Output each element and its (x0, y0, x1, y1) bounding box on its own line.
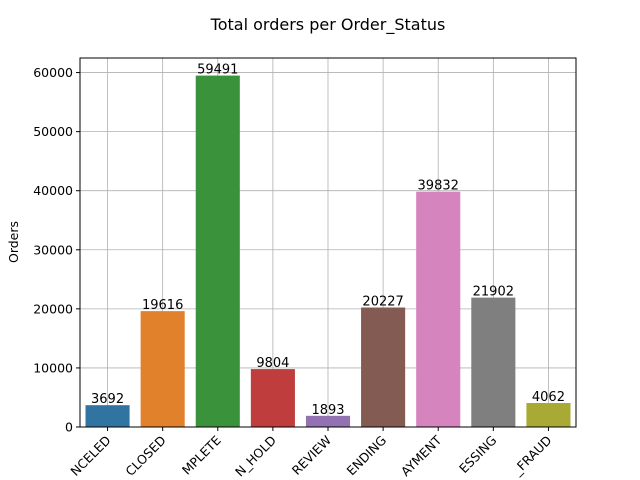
bars (85, 75, 571, 427)
bar-ayment (416, 191, 461, 427)
data-label: 4062 (532, 390, 565, 405)
y-tick-label: 40000 (33, 183, 73, 198)
y-tick-label: 30000 (33, 242, 73, 257)
data-label: 59491 (197, 63, 238, 78)
data-labels: 3692 19616 59491 9804 1893 20227 39832 21902 406… (91, 63, 565, 418)
chart-title: Total orders per Order_Status (210, 15, 446, 35)
x-tick-label: AYMENT (398, 432, 445, 479)
x-tick-label: ENDING (344, 433, 390, 479)
bar-n-hold (250, 369, 295, 427)
bar-nceled (85, 405, 130, 427)
bar-ending (361, 307, 406, 427)
y-tick-label: 0 (65, 420, 73, 435)
bar-mplete (195, 75, 240, 427)
bar-closed (140, 311, 185, 427)
data-label: 9804 (256, 356, 289, 371)
x-tick-label: REVIEW (289, 433, 334, 478)
x-tick-label: NCELED (67, 433, 113, 479)
data-label: 1893 (311, 403, 344, 418)
data-label: 39832 (418, 179, 459, 194)
x-tick-label: N_HOLD (232, 433, 279, 480)
y-axis-ticks: 0 10000 20000 30000 40000 50000 60000 (33, 65, 80, 435)
y-axis-label: Orders (6, 221, 21, 263)
data-label: 21902 (473, 285, 514, 300)
bar--fraud (526, 403, 571, 427)
x-axis-ticks: NCELED CLOSED MPLETE N_HOLD REVIEW ENDING AYME… (67, 427, 555, 480)
data-label: 19616 (142, 298, 183, 313)
data-label: 3692 (91, 392, 124, 407)
x-tick-label: _FRAUD (509, 433, 555, 479)
y-tick-label: 50000 (33, 124, 73, 139)
x-tick-label: CLOSED (122, 433, 168, 479)
bar-review (305, 415, 351, 427)
x-tick-label: MPLETE (179, 432, 224, 477)
bar-essing (471, 297, 516, 427)
data-label: 20227 (362, 295, 403, 310)
y-tick-label: 60000 (33, 65, 73, 80)
y-tick-label: 20000 (33, 301, 73, 316)
x-tick-label: ESSING (456, 433, 499, 476)
y-tick-label: 10000 (33, 360, 73, 375)
